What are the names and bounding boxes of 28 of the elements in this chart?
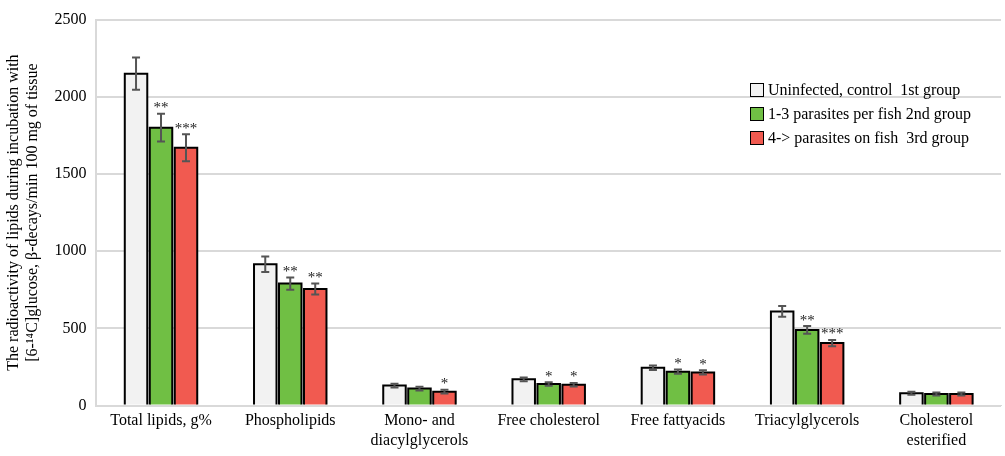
legend-label: Uninfected, control 1st group	[767, 80, 961, 99]
data-label: **	[282, 262, 298, 279]
legend-label: 1-3 parasites per fish 2nd group	[767, 104, 971, 123]
data-label: ***	[174, 119, 198, 136]
data-label: *	[569, 368, 578, 385]
y-tick-label: 0	[78, 395, 87, 413]
x-tick-label: Triacylglycerols	[755, 411, 860, 430]
x-tick-label: Total lipids, g%	[110, 411, 212, 430]
x-tick-label: Phospholipids	[244, 411, 336, 430]
data-label: *	[544, 367, 553, 384]
data-label: *	[440, 375, 449, 392]
data-label: **	[307, 269, 323, 286]
legend-label: 4-> parasites on fish 3rd group	[767, 128, 969, 147]
data-label: *	[674, 354, 682, 371]
x-tick-label: Cholesterol esterified	[899, 411, 974, 448]
y-tick-label: 2000	[54, 87, 87, 104]
y-tick-label: 500	[62, 318, 87, 336]
data-label: **	[153, 99, 169, 116]
data-label: ***	[820, 325, 844, 342]
data-label: *	[699, 355, 707, 372]
y-tick-label: 2500	[54, 9, 87, 27]
y-tick-label: 1500	[54, 164, 87, 182]
y-axis-title: The radioactivity of lipids during incubation with [6-¹⁴C]glucose, β-decays/min 100 mg of tissue	[3, 54, 41, 371]
data-label: **	[799, 311, 815, 328]
y-tick-label: 1000	[54, 241, 87, 259]
x-tick-label: Free cholesterol	[497, 411, 601, 429]
x-tick-label: Free fattyacids	[630, 411, 726, 430]
x-tick-label: Mono- and diacylglycerols	[370, 411, 469, 449]
